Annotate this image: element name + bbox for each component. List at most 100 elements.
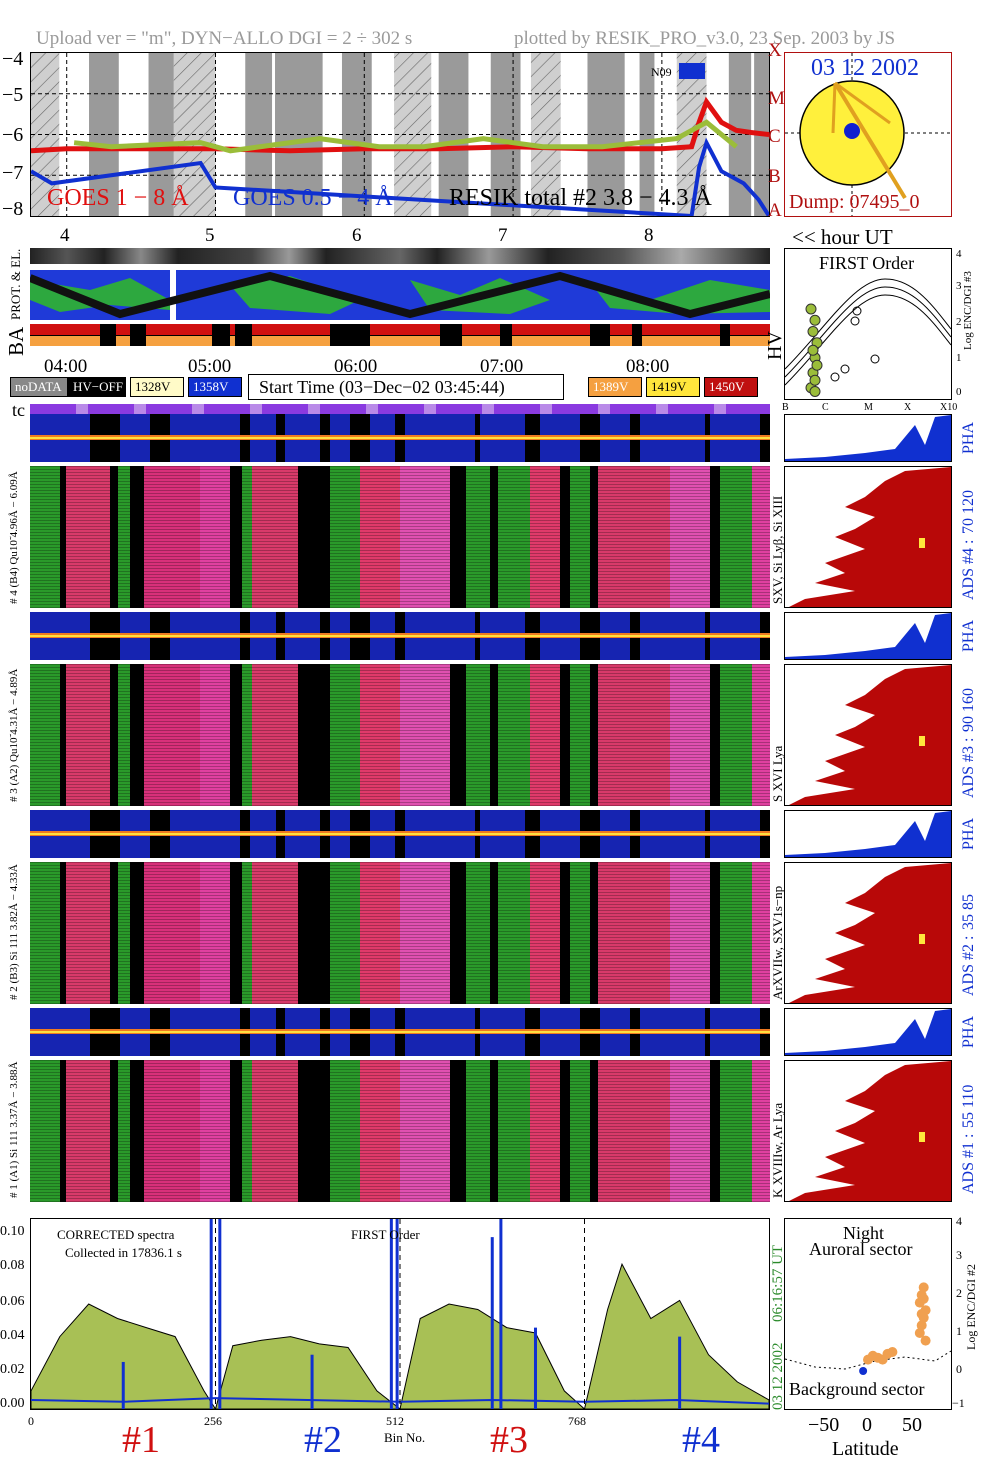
fo-ylabel: Log ENC/DGI #3: [962, 271, 974, 350]
aurora-point: [916, 1320, 927, 1331]
first-order-panel: FIRST Order: [784, 248, 952, 400]
spec-xtick: 512: [386, 1414, 404, 1428]
ads-range: 70 120: [960, 490, 977, 534]
ba-segment: [370, 324, 440, 335]
goes-class-label: A: [768, 200, 782, 221]
fo-ytick: 1: [956, 352, 962, 364]
first-order-point: [830, 372, 840, 382]
fo-ytick: 2: [956, 316, 962, 328]
spec-ytick: 0.00: [0, 1396, 25, 1411]
ba-segment: [512, 336, 590, 346]
ads-histogram-panel: [784, 862, 952, 1004]
pha-histogram-panel: [784, 414, 952, 462]
first-order-point: [805, 303, 817, 315]
aur-ylabel: Log ENC/DGI #2: [964, 1264, 978, 1350]
segment-label: #2: [304, 1419, 342, 1461]
spec-ytick: 0.08: [0, 1258, 25, 1273]
ads-label: ADS #1 :: [960, 1133, 977, 1194]
goes-legend-long: GOES 1 − 8 Å: [47, 185, 189, 211]
tc-label: tc: [12, 400, 25, 420]
goes-class-label: C: [768, 126, 781, 147]
aurora-title2: Auroral sector: [809, 1239, 913, 1259]
first-order-point: [840, 364, 850, 374]
hour-tick: 5: [205, 225, 215, 246]
goes-class-label: X: [768, 40, 782, 61]
fo-ytick: 4: [956, 248, 962, 260]
aurora-point: [918, 1293, 929, 1304]
legend-nodata: noDATA: [10, 377, 68, 397]
fo-xtick: X: [904, 402, 912, 413]
ion-line-label: ArXVIIw, SXV1s−np: [770, 885, 785, 1000]
first-order-point: [807, 344, 819, 356]
ads-histogram-panel: [784, 466, 952, 608]
ba-segment: [610, 324, 632, 335]
first-order-title: FIRST Order: [819, 253, 915, 273]
aurora-point: [914, 1328, 925, 1338]
fo-xtick: B: [782, 402, 789, 413]
pha-spectrogram: [30, 414, 770, 462]
ba-segment: [30, 336, 100, 346]
aurora-bottom: Background sector: [789, 1379, 925, 1399]
sun-date: 03 12 2002: [811, 55, 919, 81]
aur-xlabel: Latitude: [832, 1438, 899, 1460]
legend-1358v: 1358V: [188, 377, 242, 397]
legend-1328v: 1328V: [130, 377, 184, 397]
hour-tick: 4: [60, 225, 70, 246]
aurora-point: [887, 1347, 898, 1357]
ads-label: ADS #4 :: [960, 539, 977, 600]
channel-spectrogram: [30, 862, 770, 1004]
spec-xtick: 256: [204, 1414, 222, 1428]
spec-xtick: 768: [568, 1414, 586, 1428]
ba-segment: [30, 324, 100, 335]
aurora-point: [916, 1309, 927, 1319]
fo-xtick: X10: [940, 402, 958, 413]
first-order-point: [809, 374, 821, 386]
ion-line-label: K XVIIIw, Ar Lya: [770, 1102, 785, 1198]
aur-xtick: 0: [862, 1414, 872, 1436]
ba-segment: [642, 324, 720, 335]
ba-segment: [462, 336, 500, 346]
goes-ytick: −5: [2, 84, 24, 106]
aurora-chart: [785, 1282, 951, 1375]
goes-class-label: B: [768, 166, 781, 187]
hour-tick: 8: [644, 225, 654, 246]
spacecraft-track: [833, 81, 907, 200]
spec-xtick: 0: [28, 1414, 34, 1428]
spectrum-panel: CORRECTED spectra Collected in 17836.1 s…: [30, 1218, 770, 1410]
prot-strip: [30, 270, 770, 320]
segment-label: #1: [122, 1419, 160, 1461]
fo-xtick: C: [822, 402, 829, 413]
active-region-marker: [844, 123, 860, 139]
aurora-panel: Night Auroral sector Background sector: [784, 1218, 952, 1410]
channel-spectrogram: [30, 664, 770, 806]
spectrum-center: FIRST Order: [351, 1227, 420, 1242]
spec-ytick: 0.04: [0, 1328, 25, 1343]
first-order-point: [809, 314, 821, 326]
ads-range: 35 85: [960, 894, 977, 930]
first-order-point: [811, 359, 823, 371]
spec-ytick: 0.06: [0, 1294, 25, 1309]
spec-ytick: 0.10: [0, 1224, 25, 1239]
pha-label: PHA: [960, 619, 977, 652]
ba-segment: [730, 336, 770, 346]
header-right: plotted by RESIK_PRO_v3.0, 23 Sep. 2003 …: [514, 28, 896, 49]
label-ba: BA: [4, 326, 28, 356]
time-tick: 08:00: [626, 356, 670, 377]
goes-class-label: M: [768, 88, 785, 109]
fo-xtick: M: [864, 402, 873, 413]
ba-segment: [116, 324, 130, 335]
goes-region-label: N09: [651, 65, 672, 79]
aur-xtick: 50: [902, 1414, 922, 1436]
first-order-chart: [785, 278, 951, 397]
hour-tick: 7: [498, 225, 508, 246]
goes-lightcurve-chart: [31, 53, 769, 216]
first-order-point: [850, 316, 860, 326]
first-order-point: [852, 306, 862, 316]
header-left: Upload ver = "m", DYN−ALLO DGI = 2 ÷ 302…: [36, 28, 413, 49]
ba-strip-svg: [30, 324, 770, 346]
segment-label: #3: [490, 1419, 528, 1461]
segment-label: #4: [682, 1419, 720, 1461]
pha-histogram-panel: [784, 1008, 952, 1056]
ba-segment: [512, 324, 590, 335]
pha-label: PHA: [960, 817, 977, 850]
